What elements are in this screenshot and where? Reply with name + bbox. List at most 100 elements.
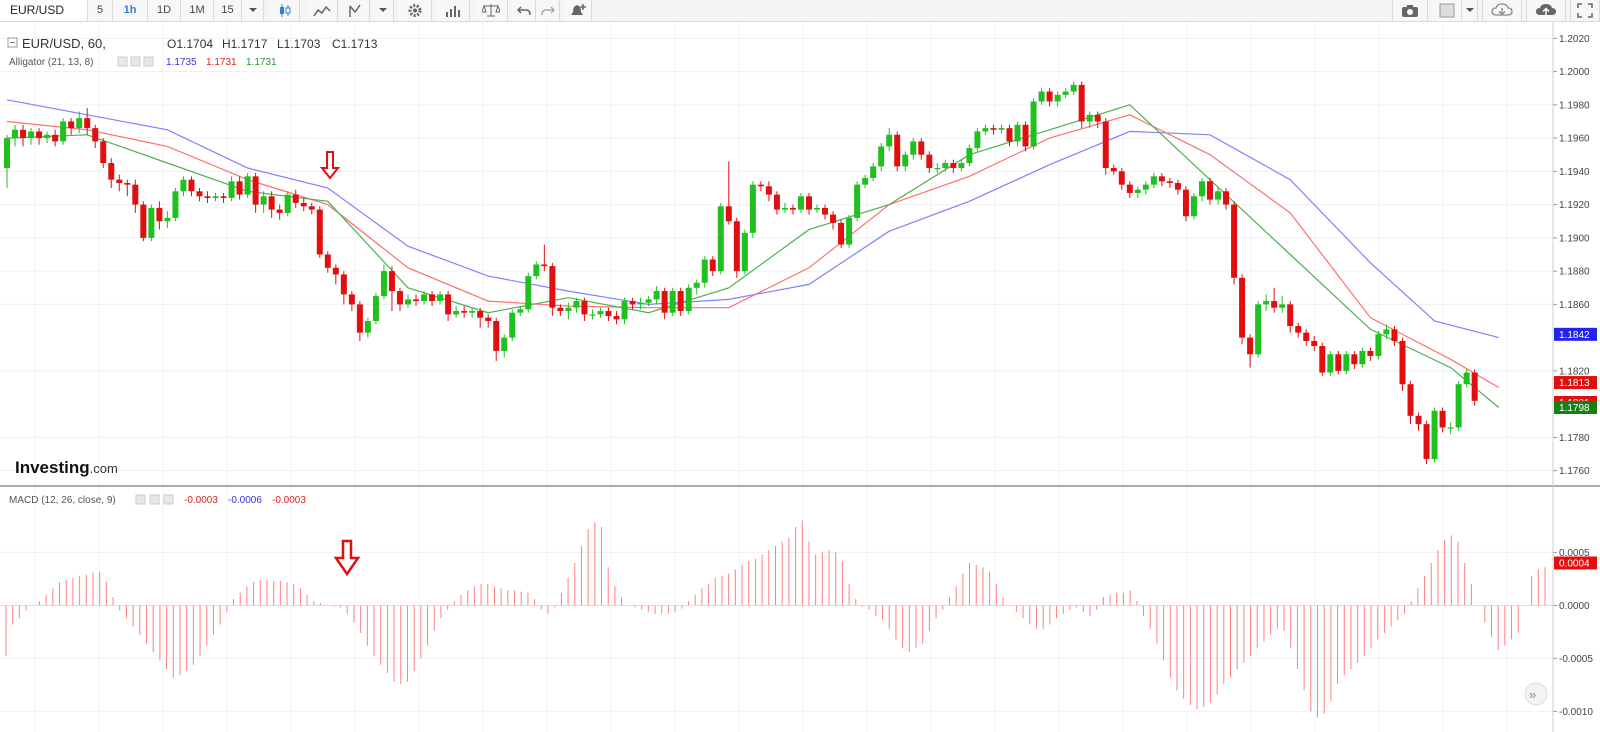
chevron-down-icon[interactable] <box>372 0 394 21</box>
candle[interactable] <box>1463 369 1470 388</box>
candle[interactable] <box>1126 181 1133 198</box>
candle[interactable] <box>477 307 484 328</box>
candle[interactable] <box>469 307 476 318</box>
candle[interactable] <box>148 204 155 242</box>
candle[interactable] <box>1399 337 1406 391</box>
candle[interactable] <box>388 266 395 312</box>
candle[interactable] <box>541 244 548 272</box>
candle[interactable] <box>437 291 444 305</box>
candle[interactable] <box>886 128 893 152</box>
redo-icon[interactable] <box>536 0 560 21</box>
candle[interactable] <box>990 124 997 135</box>
candle[interactable] <box>517 306 524 317</box>
candle[interactable] <box>1231 201 1238 285</box>
candle[interactable] <box>1030 98 1037 150</box>
candle[interactable] <box>252 173 259 213</box>
volume-bars-icon[interactable] <box>436 0 470 21</box>
candle[interactable] <box>797 192 804 213</box>
candle[interactable] <box>1319 342 1326 376</box>
candle[interactable] <box>974 128 981 152</box>
settings-icon[interactable] <box>149 494 160 505</box>
candle[interactable] <box>1431 407 1438 463</box>
candle[interactable] <box>1038 88 1045 105</box>
candle[interactable] <box>1054 91 1061 107</box>
interval-1h-button[interactable]: 1h <box>113 0 148 21</box>
candle[interactable] <box>629 297 636 310</box>
candle[interactable] <box>1439 407 1446 433</box>
candle[interactable] <box>405 294 411 308</box>
candle[interactable] <box>878 143 885 172</box>
chart-canvas[interactable]: 1.2020 1.2000 1.1980 1.1960 1.1940 1.1920 1.19… <box>0 22 1600 732</box>
candle[interactable] <box>92 124 99 149</box>
candle[interactable] <box>781 202 788 213</box>
candle[interactable] <box>196 187 203 202</box>
candle[interactable] <box>621 297 628 325</box>
candle[interactable] <box>124 179 131 197</box>
candle[interactable] <box>1351 350 1358 370</box>
candle[interactable] <box>28 128 35 145</box>
candle[interactable] <box>1142 181 1149 195</box>
candle[interactable] <box>204 191 211 203</box>
candle[interactable] <box>493 317 500 361</box>
candle[interactable] <box>1327 350 1334 376</box>
visibility-icon[interactable] <box>117 56 128 67</box>
candle[interactable] <box>364 317 371 338</box>
close-icon[interactable] <box>163 494 174 505</box>
candle[interactable] <box>677 287 684 317</box>
candle[interactable] <box>926 151 933 174</box>
candle[interactable] <box>84 108 91 135</box>
candle[interactable] <box>1263 294 1270 312</box>
candle[interactable] <box>854 181 861 222</box>
candle[interactable] <box>20 124 27 147</box>
candle[interactable] <box>236 176 243 200</box>
candle[interactable] <box>52 129 59 147</box>
candle[interactable] <box>894 131 901 172</box>
candle[interactable] <box>461 306 468 318</box>
candle[interactable] <box>76 111 83 134</box>
candle[interactable] <box>765 181 772 202</box>
candle[interactable] <box>573 297 580 313</box>
candle[interactable] <box>557 304 564 317</box>
cloud-upload-icon[interactable] <box>1526 0 1566 21</box>
candle[interactable] <box>4 134 10 188</box>
candle[interactable] <box>1102 118 1109 175</box>
candle[interactable] <box>164 211 171 228</box>
candle[interactable] <box>244 173 251 198</box>
candle[interactable] <box>268 191 275 218</box>
candle[interactable] <box>260 191 267 213</box>
candle[interactable] <box>1158 173 1165 187</box>
symbol-search-input[interactable]: EUR/USD <box>0 0 88 21</box>
candle[interactable] <box>1207 178 1213 205</box>
candle[interactable] <box>789 204 796 215</box>
candle[interactable] <box>1215 187 1222 205</box>
scroll-to-end-button[interactable] <box>1524 682 1548 706</box>
candle[interactable] <box>292 189 299 208</box>
candle[interactable] <box>1198 178 1205 202</box>
candle[interactable] <box>613 311 620 325</box>
candle[interactable] <box>693 279 700 295</box>
candle[interactable] <box>966 144 973 167</box>
candle[interactable] <box>1014 121 1021 147</box>
candle[interactable] <box>1022 121 1029 152</box>
candle[interactable] <box>284 191 291 217</box>
candle[interactable] <box>68 118 75 135</box>
candle[interactable] <box>372 292 379 325</box>
candle[interactable] <box>910 138 917 160</box>
candle[interactable] <box>733 217 740 278</box>
candle[interactable] <box>822 204 829 220</box>
candle[interactable] <box>1423 420 1430 465</box>
candle[interactable] <box>870 163 877 182</box>
candle[interactable] <box>324 251 331 273</box>
candle[interactable] <box>982 124 989 135</box>
candle[interactable] <box>501 334 508 358</box>
candle[interactable] <box>1070 81 1077 95</box>
candle[interactable] <box>356 301 363 341</box>
candle[interactable] <box>757 181 764 192</box>
candle[interactable] <box>172 187 179 222</box>
candle[interactable] <box>806 192 812 215</box>
candle[interactable] <box>814 204 821 213</box>
candle[interactable] <box>396 287 403 312</box>
indicators-icon[interactable] <box>340 0 370 21</box>
candle[interactable] <box>140 201 147 242</box>
settings-icon[interactable] <box>398 0 432 21</box>
